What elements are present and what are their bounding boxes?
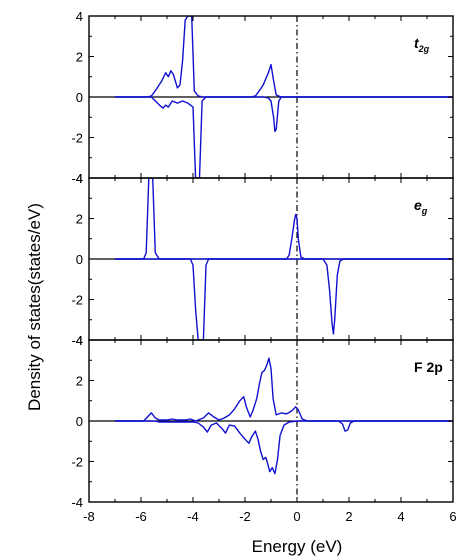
y-tick-label: 0 — [76, 252, 83, 267]
y-tick-label: -4 — [71, 495, 83, 510]
y-tick-label: -4 — [71, 333, 83, 348]
x-tick-labels: -8 -6 -4 -2 0 2 4 6 — [83, 509, 456, 524]
panel-label: F 2p — [414, 359, 443, 375]
y-tick-label: 0 — [76, 414, 83, 429]
y-tick-label: -2 — [71, 455, 83, 470]
x-tick-label: -2 — [239, 509, 251, 524]
y-tick-label: -2 — [71, 293, 83, 308]
panel-1: -4 -2 0 2 4 t2g — [71, 9, 454, 186]
panel-label: t2g — [414, 35, 430, 54]
spin-down-curve — [115, 96, 453, 178]
spin-up-curve — [115, 16, 453, 98]
y-axis-title: Density of states(states/eV) — [25, 203, 44, 411]
x-tick-label: 6 — [449, 509, 456, 524]
x-tick-label: 4 — [397, 509, 404, 524]
spin-up-curve — [115, 178, 453, 260]
y-tick-label: 2 — [76, 50, 83, 65]
y-tick-label: 4 — [76, 9, 83, 24]
y-tick-label: 2 — [76, 374, 83, 389]
panel-2: -4 -2 0 2 4 eg — [71, 171, 454, 348]
y-tick-label: 4 — [76, 171, 83, 186]
panel-label: eg — [414, 197, 428, 216]
x-tick-label: 0 — [293, 509, 300, 524]
y-tick-label: 4 — [76, 333, 83, 348]
spin-down-curve — [115, 420, 453, 475]
y-tick-label: -4 — [71, 171, 83, 186]
spin-up-curve — [115, 357, 453, 422]
x-tick-label: -4 — [187, 509, 199, 524]
panel-3: -4 -2 0 2 4 F 2p — [71, 333, 454, 510]
y-tick-label: 0 — [76, 90, 83, 105]
x-tick-label: -8 — [83, 509, 95, 524]
y-tick-label: -2 — [71, 131, 83, 146]
x-tick-label: 2 — [345, 509, 352, 524]
x-axis-title: Energy (eV) — [252, 537, 343, 556]
spin-down-curve — [115, 258, 453, 340]
y-tick-label: 2 — [76, 212, 83, 227]
panels-layer: -4 -2 0 2 4 t2g -4 -2 0 2 4 eg -4 -2 0 2 4 F 2p — [71, 9, 454, 510]
x-tick-label: -6 — [135, 509, 147, 524]
